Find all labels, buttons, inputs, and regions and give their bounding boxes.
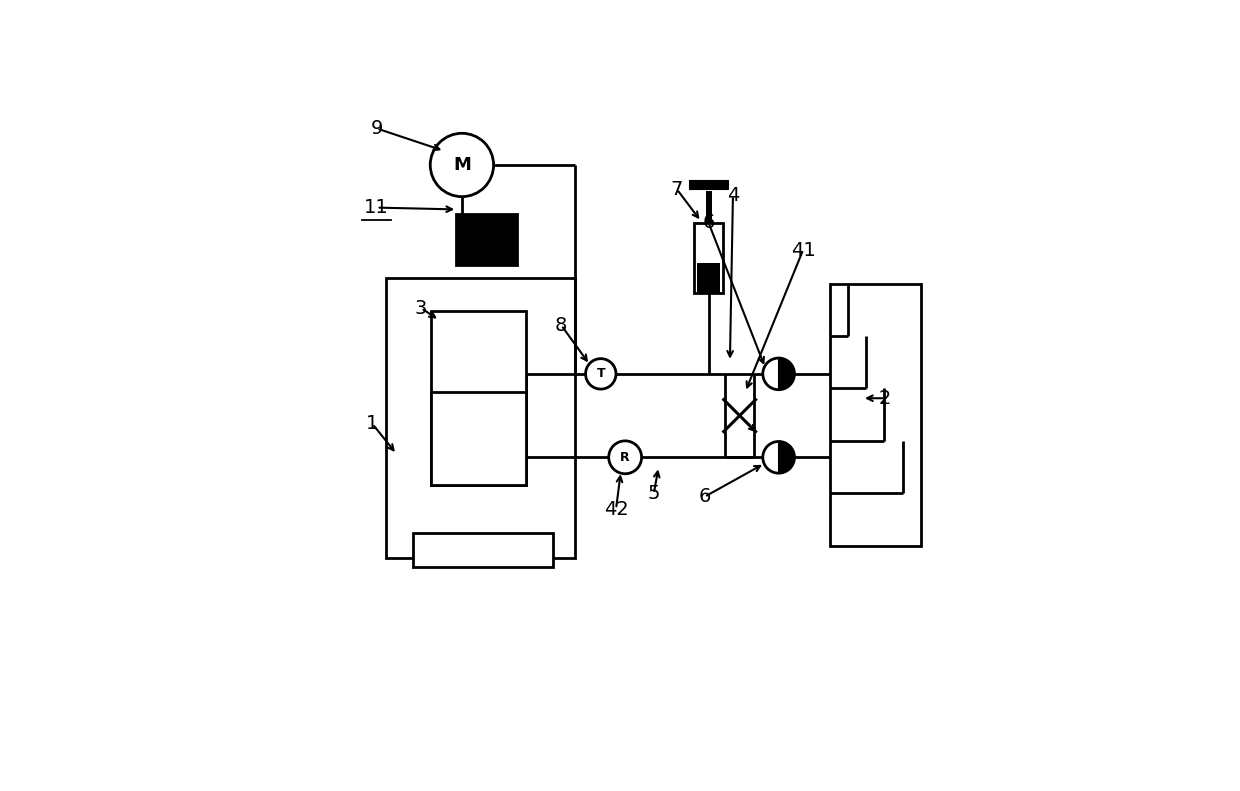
Bar [706,191,712,223]
Text: 42: 42 [604,500,629,519]
Text: 7: 7 [671,180,683,199]
Text: 3: 3 [415,298,428,318]
Bar [697,263,720,293]
Polygon shape [779,358,795,390]
Text: 41: 41 [791,240,816,259]
Circle shape [763,441,795,473]
Bar [694,223,723,293]
Text: T: T [596,367,605,380]
Polygon shape [779,441,795,473]
Bar [386,278,574,558]
Bar [456,214,517,266]
Text: 6: 6 [698,487,711,506]
Bar [413,533,553,567]
Text: 11: 11 [365,198,389,217]
Circle shape [609,441,641,474]
Circle shape [430,134,494,197]
Bar [831,284,920,546]
Text: 9: 9 [371,119,383,138]
Text: M: M [453,156,471,174]
Circle shape [585,358,616,389]
Text: 5: 5 [647,484,660,503]
Text: 2: 2 [879,388,892,407]
Text: 6: 6 [702,214,714,233]
Bar [432,392,526,485]
Text: 8: 8 [556,316,568,335]
Bar [432,311,526,485]
Text: 1: 1 [366,414,378,433]
Bar [689,180,728,189]
Circle shape [763,358,795,390]
Text: R: R [620,451,630,464]
Text: 4: 4 [727,186,739,205]
